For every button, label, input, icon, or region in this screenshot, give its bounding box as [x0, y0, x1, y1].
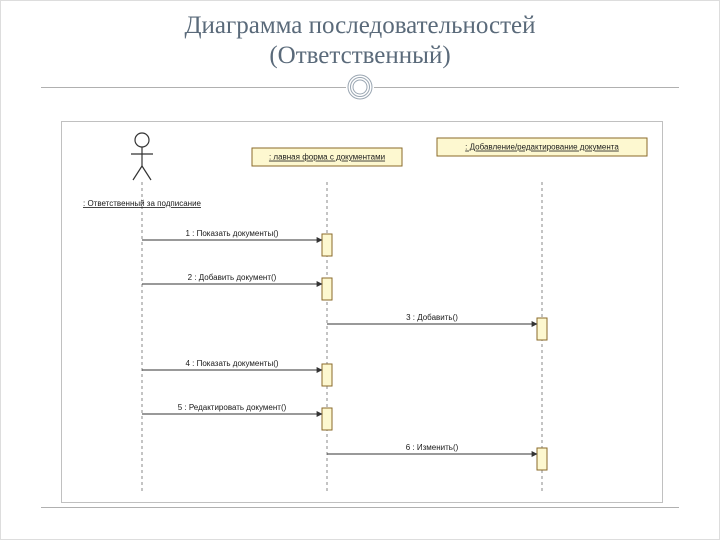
actor-label: : Ответственный за подписание [83, 199, 202, 208]
slide-title: Диаграмма последовательностей (Ответстве… [1, 1, 719, 71]
activation-bar [537, 448, 547, 470]
actor-head-icon [135, 133, 149, 147]
sequence-diagram: : Ответственный за подписание : лавная фо… [61, 121, 663, 503]
message-label: 4 : Показать документы() [185, 359, 278, 368]
title-line-2: (Ответственный) [269, 42, 450, 69]
activation-bar [537, 318, 547, 340]
object-label: : Добавление/редактирование документа [465, 143, 619, 152]
message-label: 3 : Добавить() [406, 313, 458, 322]
message-label: 5 : Редактировать документ() [178, 403, 287, 412]
object-label: : лавная форма с документами [269, 153, 385, 162]
message-label: 2 : Добавить документ() [188, 273, 277, 282]
activation-bar [322, 278, 332, 300]
message-label: 1 : Показать документы() [185, 229, 278, 238]
actor-leg [142, 166, 151, 180]
decorative-ring-icon [346, 73, 374, 101]
divider-bottom [41, 507, 679, 508]
activation-bar [322, 408, 332, 430]
actor-leg [133, 166, 142, 180]
message-label: 6 : Изменить() [406, 443, 459, 452]
title-line-1: Диаграмма последовательностей [184, 12, 535, 39]
slide: Диаграмма последовательностей (Ответстве… [0, 0, 720, 540]
activation-bar [322, 234, 332, 256]
activation-bar [322, 364, 332, 386]
